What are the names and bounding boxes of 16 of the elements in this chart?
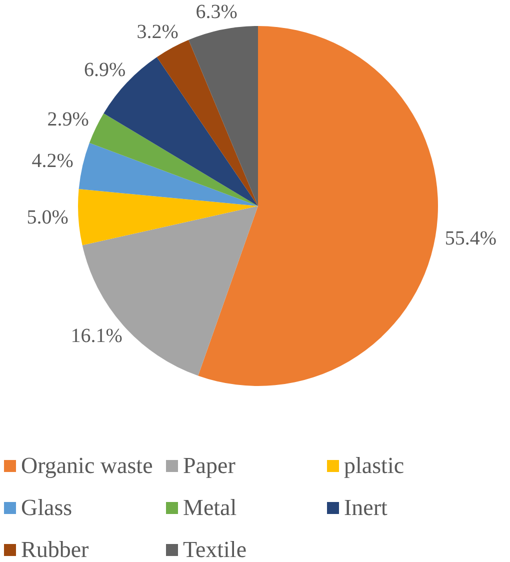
legend-label: plastic [344, 453, 404, 479]
data-label: 6.3% [196, 1, 238, 24]
legend-label: Glass [21, 495, 72, 521]
data-label: 55.4% [444, 228, 497, 250]
legend-label: Rubber [21, 537, 89, 562]
data-label: 2.9% [47, 108, 89, 131]
legend-label: Metal [183, 495, 237, 521]
legend-label: Inert [344, 495, 388, 521]
data-label: 16.1% [70, 324, 122, 347]
data-label: 6.9% [84, 58, 126, 81]
legend-label: Organic waste [21, 453, 153, 479]
legend-label: Textile [183, 537, 247, 562]
legend-label: Paper [183, 453, 236, 479]
data-label: 5.0% [26, 206, 68, 229]
data-label: 3.2% [136, 21, 178, 44]
data-label: 4.2% [32, 150, 74, 172]
